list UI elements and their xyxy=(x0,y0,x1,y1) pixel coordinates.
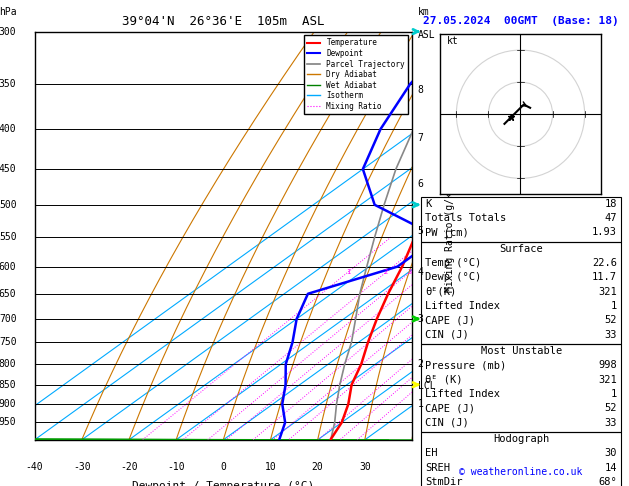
Text: © weatheronline.co.uk: © weatheronline.co.uk xyxy=(459,467,582,477)
Text: 68°: 68° xyxy=(598,477,617,486)
Text: CIN (J): CIN (J) xyxy=(425,330,469,340)
Text: 1: 1 xyxy=(611,301,617,311)
Text: 47: 47 xyxy=(604,213,617,223)
Text: CAPE (J): CAPE (J) xyxy=(425,315,475,326)
Text: 450: 450 xyxy=(0,164,16,174)
Text: 321: 321 xyxy=(598,375,617,385)
Text: 3: 3 xyxy=(418,314,423,324)
Text: 0: 0 xyxy=(220,462,226,472)
Text: 14: 14 xyxy=(604,463,617,473)
Text: θᴱ(K): θᴱ(K) xyxy=(425,287,457,297)
Legend: Temperature, Dewpoint, Parcel Trajectory, Dry Adiabat, Wet Adiabat, Isotherm, Mi: Temperature, Dewpoint, Parcel Trajectory… xyxy=(304,35,408,114)
Text: 52: 52 xyxy=(604,403,617,414)
Text: -20: -20 xyxy=(120,462,138,472)
Text: 20: 20 xyxy=(312,462,323,472)
Text: 11.7: 11.7 xyxy=(592,272,617,282)
Text: 1.93: 1.93 xyxy=(592,227,617,238)
Text: 900: 900 xyxy=(0,399,16,409)
Text: 33: 33 xyxy=(604,418,617,428)
Text: 600: 600 xyxy=(0,261,16,272)
Text: Temp (°C): Temp (°C) xyxy=(425,258,481,268)
Text: 1: 1 xyxy=(418,399,423,409)
Text: 300: 300 xyxy=(0,27,16,36)
Text: SREH: SREH xyxy=(425,463,450,473)
Text: 950: 950 xyxy=(0,417,16,428)
Text: θᴱ (K): θᴱ (K) xyxy=(425,375,463,385)
Text: 4: 4 xyxy=(418,267,423,277)
Text: StmDir: StmDir xyxy=(425,477,463,486)
Text: 350: 350 xyxy=(0,79,16,89)
Text: 1: 1 xyxy=(346,269,350,275)
Text: -40: -40 xyxy=(26,462,43,472)
Text: 700: 700 xyxy=(0,314,16,324)
Text: Surface: Surface xyxy=(499,244,543,254)
Text: PW (cm): PW (cm) xyxy=(425,227,469,238)
Text: LCL: LCL xyxy=(418,381,435,391)
Text: 52: 52 xyxy=(604,315,617,326)
Text: 10: 10 xyxy=(265,462,276,472)
Text: Lifted Index: Lifted Index xyxy=(425,301,500,311)
Text: 2: 2 xyxy=(418,359,423,369)
Text: 1: 1 xyxy=(611,389,617,399)
Text: Lifted Index: Lifted Index xyxy=(425,389,500,399)
Text: km: km xyxy=(418,7,430,17)
Text: 800: 800 xyxy=(0,359,16,369)
Title: 39°04'N  26°36'E  105m  ASL: 39°04'N 26°36'E 105m ASL xyxy=(122,15,325,28)
Text: Mixing Ratio (g/kg): Mixing Ratio (g/kg) xyxy=(445,180,455,292)
Text: 3: 3 xyxy=(408,269,412,275)
Text: 750: 750 xyxy=(0,337,16,347)
Text: 998: 998 xyxy=(598,361,617,370)
Text: 5: 5 xyxy=(418,226,423,236)
Text: 33: 33 xyxy=(604,330,617,340)
Text: kt: kt xyxy=(447,35,459,46)
Text: hPa: hPa xyxy=(0,7,16,17)
Text: 7: 7 xyxy=(418,133,423,142)
Text: 6: 6 xyxy=(418,179,423,189)
Text: Hodograph: Hodograph xyxy=(493,434,549,444)
Text: CIN (J): CIN (J) xyxy=(425,418,469,428)
Text: Pressure (mb): Pressure (mb) xyxy=(425,361,506,370)
Text: EH: EH xyxy=(425,449,438,458)
Text: 30: 30 xyxy=(604,449,617,458)
Text: CAPE (J): CAPE (J) xyxy=(425,403,475,414)
Text: 321: 321 xyxy=(598,287,617,297)
Text: 22.6: 22.6 xyxy=(592,258,617,268)
Text: -30: -30 xyxy=(73,462,91,472)
Text: 8: 8 xyxy=(418,85,423,95)
Text: ASL: ASL xyxy=(418,30,435,39)
Text: 850: 850 xyxy=(0,380,16,390)
Text: 650: 650 xyxy=(0,289,16,299)
Text: Totals Totals: Totals Totals xyxy=(425,213,506,223)
Text: 27.05.2024  00GMT  (Base: 18): 27.05.2024 00GMT (Base: 18) xyxy=(423,16,619,26)
Text: 400: 400 xyxy=(0,124,16,134)
Text: Dewpoint / Temperature (°C): Dewpoint / Temperature (°C) xyxy=(132,481,314,486)
Text: K: K xyxy=(425,199,431,209)
Text: 30: 30 xyxy=(359,462,370,472)
Text: 500: 500 xyxy=(0,200,16,210)
Text: Most Unstable: Most Unstable xyxy=(481,346,562,356)
Text: -10: -10 xyxy=(167,462,185,472)
Text: 2: 2 xyxy=(384,269,388,275)
Text: 550: 550 xyxy=(0,232,16,242)
Text: Dewp (°C): Dewp (°C) xyxy=(425,272,481,282)
Text: 18: 18 xyxy=(604,199,617,209)
